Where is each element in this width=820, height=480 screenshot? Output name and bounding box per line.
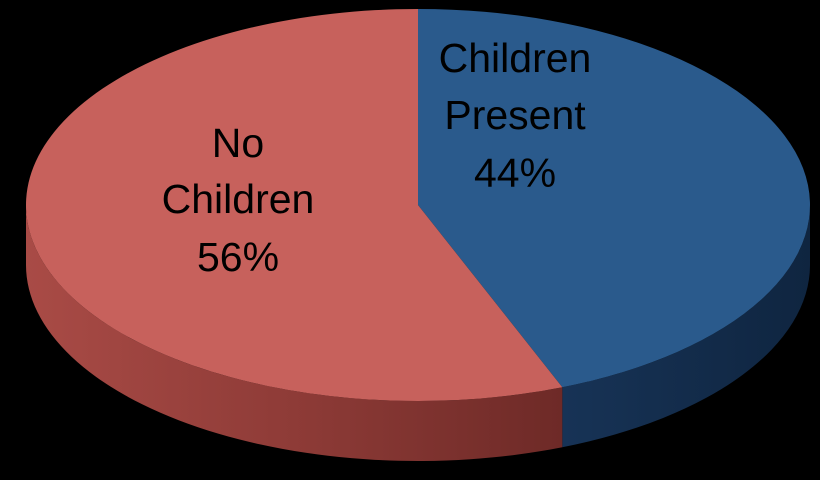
slice-label-line: Children [439, 35, 592, 81]
slice-label-line: No [212, 120, 264, 166]
pie-slice-children-present [418, 9, 811, 388]
slice-label-no-children: No Children 56% [162, 120, 315, 280]
pie-side-no-children [26, 205, 563, 462]
slice-label-line: Present [444, 92, 586, 138]
pie-labels-group: Children Present 44% No Children 56% [162, 35, 592, 280]
slice-label-line: 44% [474, 150, 556, 196]
pie-side-children-present [562, 205, 810, 448]
pie-depth-group [26, 205, 810, 462]
pie-top-group [26, 9, 811, 401]
pie-slice-no-children [26, 9, 563, 401]
slice-label-line: 56% [197, 234, 279, 280]
slice-label-children-present: Children Present 44% [439, 35, 592, 196]
slice-label-line: Children [162, 176, 315, 222]
